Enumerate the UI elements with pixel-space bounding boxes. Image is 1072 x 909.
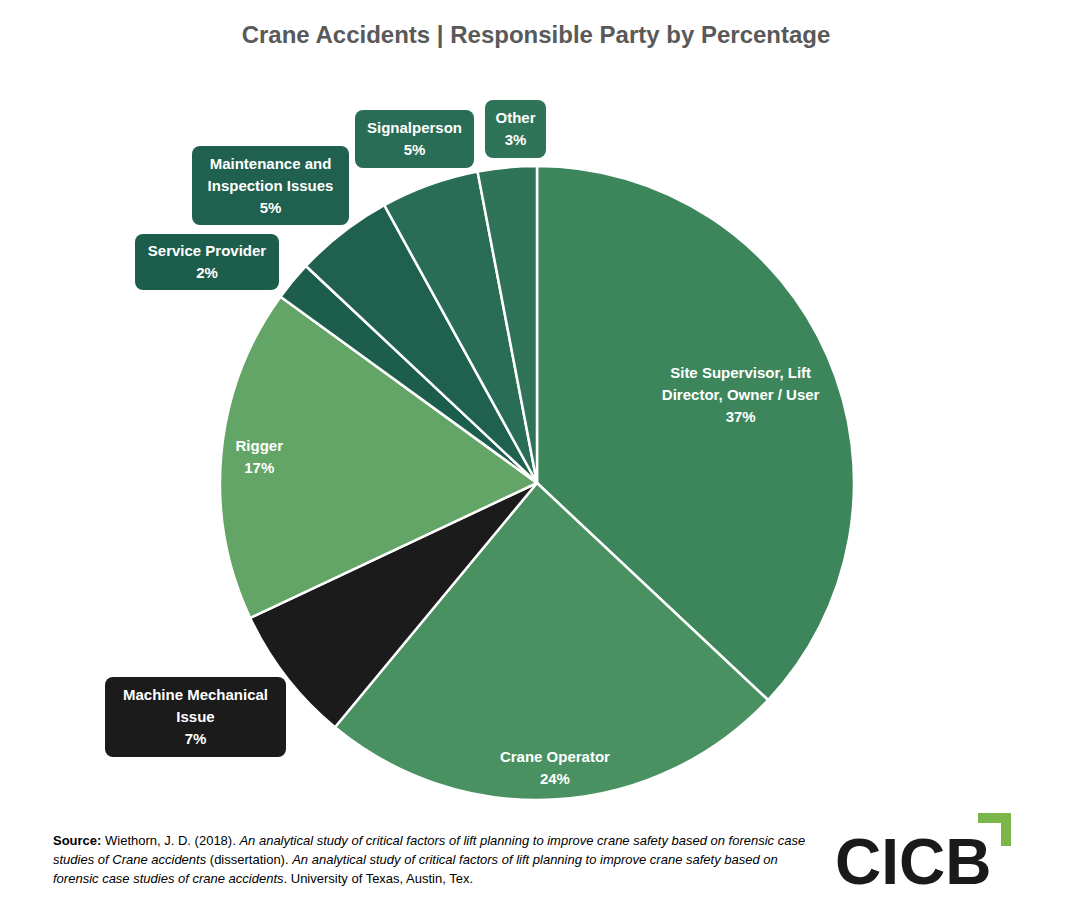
logo-corner bbox=[978, 813, 1011, 846]
category-label: Machine Mechanical Issue bbox=[123, 686, 268, 725]
slice-labels: Site Supervisor, Lift Director, Owner / U… bbox=[105, 100, 820, 787]
label-box bbox=[355, 110, 474, 168]
logo: CICB bbox=[835, 826, 991, 898]
pie-slice bbox=[478, 166, 537, 483]
label-line: Crane Operator bbox=[500, 748, 610, 765]
label-line: Issue bbox=[176, 708, 214, 725]
value-label: 17% bbox=[244, 459, 274, 476]
chart-canvas: Crane Accidents | Responsible Party by P… bbox=[0, 0, 1072, 909]
label-line: Signalperson bbox=[367, 119, 462, 136]
label-line: Other bbox=[495, 109, 535, 126]
value-label: 2% bbox=[196, 264, 218, 281]
category-label: Maintenance and Inspection Issues bbox=[208, 155, 334, 194]
slices bbox=[220, 166, 854, 800]
label-box bbox=[485, 100, 546, 158]
category-label: Rigger bbox=[236, 437, 284, 454]
value-label: 24% bbox=[540, 770, 570, 787]
label-box bbox=[105, 677, 286, 757]
label-line: Inspection Issues bbox=[208, 177, 334, 194]
category-label: Other bbox=[495, 109, 535, 126]
category-label: Site Supervisor, Lift Director, Owner / U… bbox=[662, 364, 820, 403]
label-line: Site Supervisor, Lift bbox=[670, 364, 811, 381]
value-label: 3% bbox=[505, 131, 527, 148]
source-note: Source: Wiethorn, J. D. (2018). An analy… bbox=[53, 831, 823, 888]
background bbox=[0, 0, 1072, 909]
source-part: . University of Texas, Austin, Tex. bbox=[284, 871, 474, 886]
category-label: Signalperson bbox=[367, 119, 462, 136]
chart-title: Crane Accidents | Responsible Party by P… bbox=[242, 21, 831, 48]
label-line: Rigger bbox=[236, 437, 284, 454]
category-label: Crane Operator bbox=[500, 748, 610, 765]
label-line: Service Provider bbox=[148, 242, 267, 259]
source-part: Wiethorn, J. D. (2018). bbox=[101, 833, 239, 848]
value-label: 5% bbox=[404, 141, 426, 158]
source-part: Source: bbox=[53, 833, 101, 848]
value-label: 37% bbox=[726, 408, 756, 425]
value-label: 5% bbox=[260, 199, 282, 216]
source-part: (dissertation). bbox=[206, 852, 292, 867]
category-label: Service Provider bbox=[148, 242, 267, 259]
label-box bbox=[135, 234, 279, 290]
label-box bbox=[192, 146, 349, 225]
label-line: Machine Mechanical bbox=[123, 686, 268, 703]
label-line: Director, Owner / User bbox=[662, 386, 820, 403]
label-line: Maintenance and bbox=[210, 155, 332, 172]
value-label: 7% bbox=[185, 730, 207, 747]
